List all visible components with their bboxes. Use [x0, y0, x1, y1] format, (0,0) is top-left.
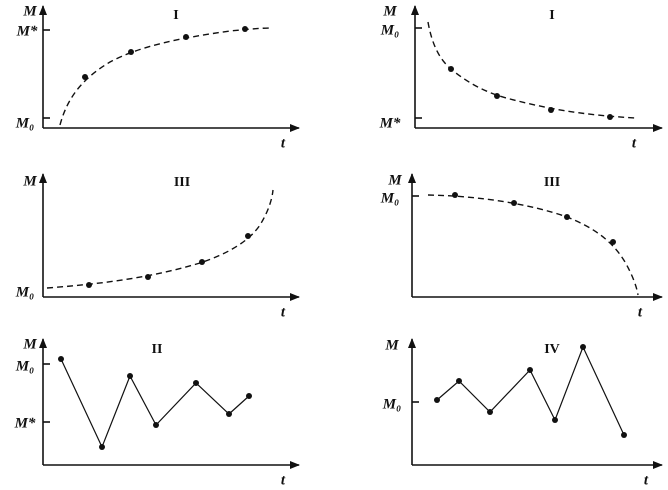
point	[246, 393, 252, 399]
x-label: t	[644, 472, 649, 488]
y-tick-label: M*	[379, 115, 401, 131]
x-label: t	[632, 135, 637, 151]
y-tick-label: M₀	[15, 115, 35, 131]
point	[564, 214, 570, 220]
point	[607, 114, 613, 120]
point	[448, 66, 454, 72]
curve	[427, 194, 639, 296]
x-label: t	[281, 135, 286, 151]
panel: M M₀ t IV	[382, 337, 663, 488]
point	[245, 233, 251, 239]
point	[199, 259, 205, 265]
point	[511, 200, 517, 206]
y-label: M	[22, 3, 37, 19]
point	[193, 380, 199, 386]
y-tick-label: M*	[14, 415, 36, 431]
y-label: M	[22, 336, 37, 352]
y-label: M	[22, 173, 37, 189]
point	[153, 422, 159, 428]
point	[487, 409, 493, 415]
point	[621, 432, 627, 438]
panel-title: III	[174, 175, 190, 190]
y-label: M	[387, 172, 402, 188]
curve	[59, 27, 273, 126]
point	[242, 26, 248, 32]
point	[58, 356, 64, 362]
point	[145, 274, 151, 280]
y-tick-label: M*	[16, 23, 38, 39]
curve	[46, 189, 274, 289]
y-tick-label: M₀	[15, 284, 35, 300]
panel: M M₀ t III	[380, 172, 663, 320]
panel-title: IV	[544, 342, 560, 357]
point	[527, 367, 533, 373]
panel-title: I	[173, 8, 178, 23]
y-label: M	[382, 3, 397, 19]
panel-title: I	[549, 8, 554, 23]
point	[552, 417, 558, 423]
zigzag	[436, 345, 625, 436]
point	[127, 373, 133, 379]
point	[86, 282, 92, 288]
point	[452, 192, 458, 198]
point	[580, 344, 586, 350]
point	[610, 239, 616, 245]
point	[82, 74, 88, 80]
x-label: t	[281, 304, 286, 320]
panel: M M* M₀ t I	[15, 3, 300, 151]
y-tick-label: M₀	[380, 190, 400, 206]
y-tick-label: M₀	[15, 358, 35, 374]
point	[183, 34, 189, 40]
curve	[427, 21, 637, 119]
y-label: M	[384, 337, 399, 353]
panel: M M₀ M* t I	[379, 3, 663, 151]
point	[226, 411, 232, 417]
zigzag	[60, 358, 250, 449]
y-tick-label: M₀	[380, 22, 400, 38]
y-tick-label: M₀	[382, 396, 402, 412]
x-label: t	[281, 472, 286, 488]
point	[494, 93, 500, 99]
panel: M M₀ t III	[15, 173, 300, 320]
x-label: t	[638, 304, 643, 320]
point	[99, 444, 105, 450]
point	[548, 107, 554, 113]
point	[128, 49, 134, 55]
point	[456, 378, 462, 384]
panel: M M₀ M* t II	[14, 336, 300, 488]
point	[434, 397, 440, 403]
panel-title: II	[152, 342, 163, 357]
panel-title: III	[544, 175, 560, 190]
